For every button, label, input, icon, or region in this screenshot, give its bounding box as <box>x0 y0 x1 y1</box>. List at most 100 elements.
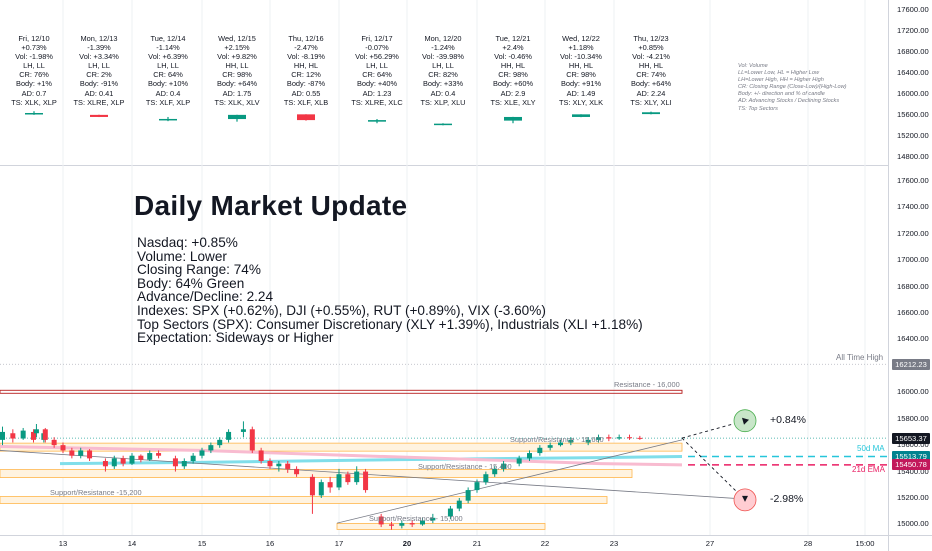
card-line: HH, HL <box>500 61 526 71</box>
card-line: AD: 1.49 <box>566 88 596 98</box>
card-line: Vol: -10.34% <box>560 52 602 62</box>
projection-down-label: -2.98% <box>770 492 804 505</box>
card-line: CR: 2% <box>86 70 112 80</box>
support-zone-label: Support/Resistance -15,200 <box>50 488 142 497</box>
day-summary-card: Wed, 12/15 +2.15% Vol: +9.82% HH, LL CR: 98%… <box>198 34 276 107</box>
card-line: TS: XLRE, XLC <box>351 97 403 107</box>
candle-body <box>627 437 632 439</box>
candle-body <box>102 461 108 467</box>
candle-body <box>208 445 214 451</box>
ema21-line <box>0 444 683 467</box>
candle-body <box>547 445 553 448</box>
card-line: TS: XLY, XLI <box>630 97 672 107</box>
time-tick: 14 <box>127 539 137 548</box>
price-tick: 14800.00 <box>897 151 929 161</box>
candle-body <box>537 447 543 454</box>
time-axis[interactable]: 13 14 15 16 17 20 21 22 23 27 28 15:00 <box>0 535 888 551</box>
price-tick: 17000.00 <box>897 255 929 265</box>
card-line: Vol: +56.29% <box>355 52 399 62</box>
support-zone-label: Support/Resistance - 15,000 <box>369 514 463 524</box>
card-line: TS: XLF, XLB <box>283 97 329 107</box>
price-tick: 15400.00 <box>897 466 929 476</box>
candle-body <box>568 439 574 443</box>
time-tick: 16 <box>265 539 275 548</box>
candle-body <box>87 450 93 459</box>
time-tick: 27 <box>705 539 715 548</box>
candle-body <box>111 458 117 467</box>
card-line: Body: +10% <box>147 79 189 89</box>
candle-body <box>33 429 39 434</box>
time-tick: 20 <box>402 539 412 548</box>
price-chart-canvas[interactable] <box>0 165 888 535</box>
candle-body <box>294 468 300 475</box>
card-line: Fri, 12/10 <box>18 34 50 43</box>
card-line: -2.47% <box>294 43 318 53</box>
price-tick: 17600.00 <box>897 175 929 185</box>
card-line: Body: +64% <box>216 79 258 89</box>
candle-body <box>430 517 436 521</box>
summary-line: Top Sectors (SPX): Consumer Discretionar… <box>137 316 643 332</box>
card-line: AD: 0.55 <box>291 88 321 98</box>
card-candle-body <box>368 120 386 122</box>
day-summary-card: Thu, 12/23 +0.85% Vol: -4.21% HH, HL CR: 74%… <box>612 34 690 107</box>
card-line: Vol: -1.98% <box>15 52 53 62</box>
candle-body <box>138 455 144 460</box>
card-line: LH, LL <box>432 61 454 71</box>
card-line: LH, LL <box>88 61 110 71</box>
price-tick: 16400.00 <box>897 334 929 344</box>
time-tick: 15 <box>197 539 207 548</box>
price-label-badge: 15450.78 <box>892 459 930 471</box>
card-line: AD: 0.41 <box>84 88 114 98</box>
card-line: Thu, 12/16 <box>288 34 324 43</box>
summary-line: Closing Range: 74% <box>137 262 261 278</box>
axis-corner[interactable] <box>888 535 932 551</box>
candle-body <box>240 429 246 432</box>
card-candle-body <box>642 112 660 115</box>
card-line: TS: XLP, XLU <box>420 97 466 107</box>
candle-body <box>60 445 66 451</box>
candle-body <box>51 439 57 446</box>
pane-separator[interactable] <box>0 165 888 166</box>
resistance-16000-line <box>0 389 683 394</box>
card-candle-body <box>228 114 246 120</box>
card-line: Mon, 12/13 <box>80 34 118 43</box>
projection-up-label: +0.84% <box>770 413 806 426</box>
candle-body <box>447 508 453 517</box>
legend-line: Vol: Volume <box>738 63 768 69</box>
card-candle-body <box>25 112 43 115</box>
candle-body <box>147 453 153 460</box>
candle-body <box>596 437 601 440</box>
card-line: Vol: -39.98% <box>422 52 464 62</box>
projection-down-arrowhead <box>742 495 748 502</box>
card-line: +1.18% <box>568 43 594 53</box>
card-line: Vol: -8.19% <box>287 52 325 62</box>
card-line: CR: 12% <box>291 70 321 80</box>
day-summary-card: Fri, 12/10 +0.73% Vol: -1.98% LH, LL CR: 76%… <box>0 34 73 107</box>
card-line: Vol: -0.46% <box>494 52 532 62</box>
card-line: +2.4% <box>502 43 524 53</box>
price-tick: 16800.00 <box>897 281 929 291</box>
price-tick: 15200.00 <box>897 493 929 502</box>
card-line: Mon, 12/20 <box>424 34 462 43</box>
summary-line: Expectation: Sideways or Higher <box>137 330 334 346</box>
card-line: CR: 98% <box>498 70 528 80</box>
candle-body <box>483 474 489 483</box>
price-chart-pane[interactable]: All Time High Resistance - 16,000 Support/… <box>0 165 888 535</box>
day-summary-card: Tue, 12/14 -1.14% Vol: +6.39% LH, LL CR: 64%… <box>129 34 207 107</box>
price-tick: 17400.00 <box>897 202 929 212</box>
candle-body <box>389 524 394 526</box>
card-candle-body <box>434 123 452 126</box>
support-zone <box>0 442 683 452</box>
card-line: Tue, 12/14 <box>150 34 186 43</box>
candle-body <box>492 468 498 475</box>
card-line: Fri, 12/17 <box>361 34 393 43</box>
candle-body <box>42 429 48 440</box>
card-line: TS: XLY, XLK <box>558 97 604 107</box>
card-line: Thu, 12/23 <box>633 34 669 43</box>
candle-body <box>399 523 405 526</box>
candle-body <box>420 520 425 525</box>
summary-line: Nasdaq: +0.85% <box>137 235 238 250</box>
candle-body <box>31 431 36 440</box>
card-line: HH, HL <box>293 61 319 71</box>
summary-line: Indexes: SPX (+0.62%), DJI (+0.55%), RUT… <box>137 302 546 318</box>
